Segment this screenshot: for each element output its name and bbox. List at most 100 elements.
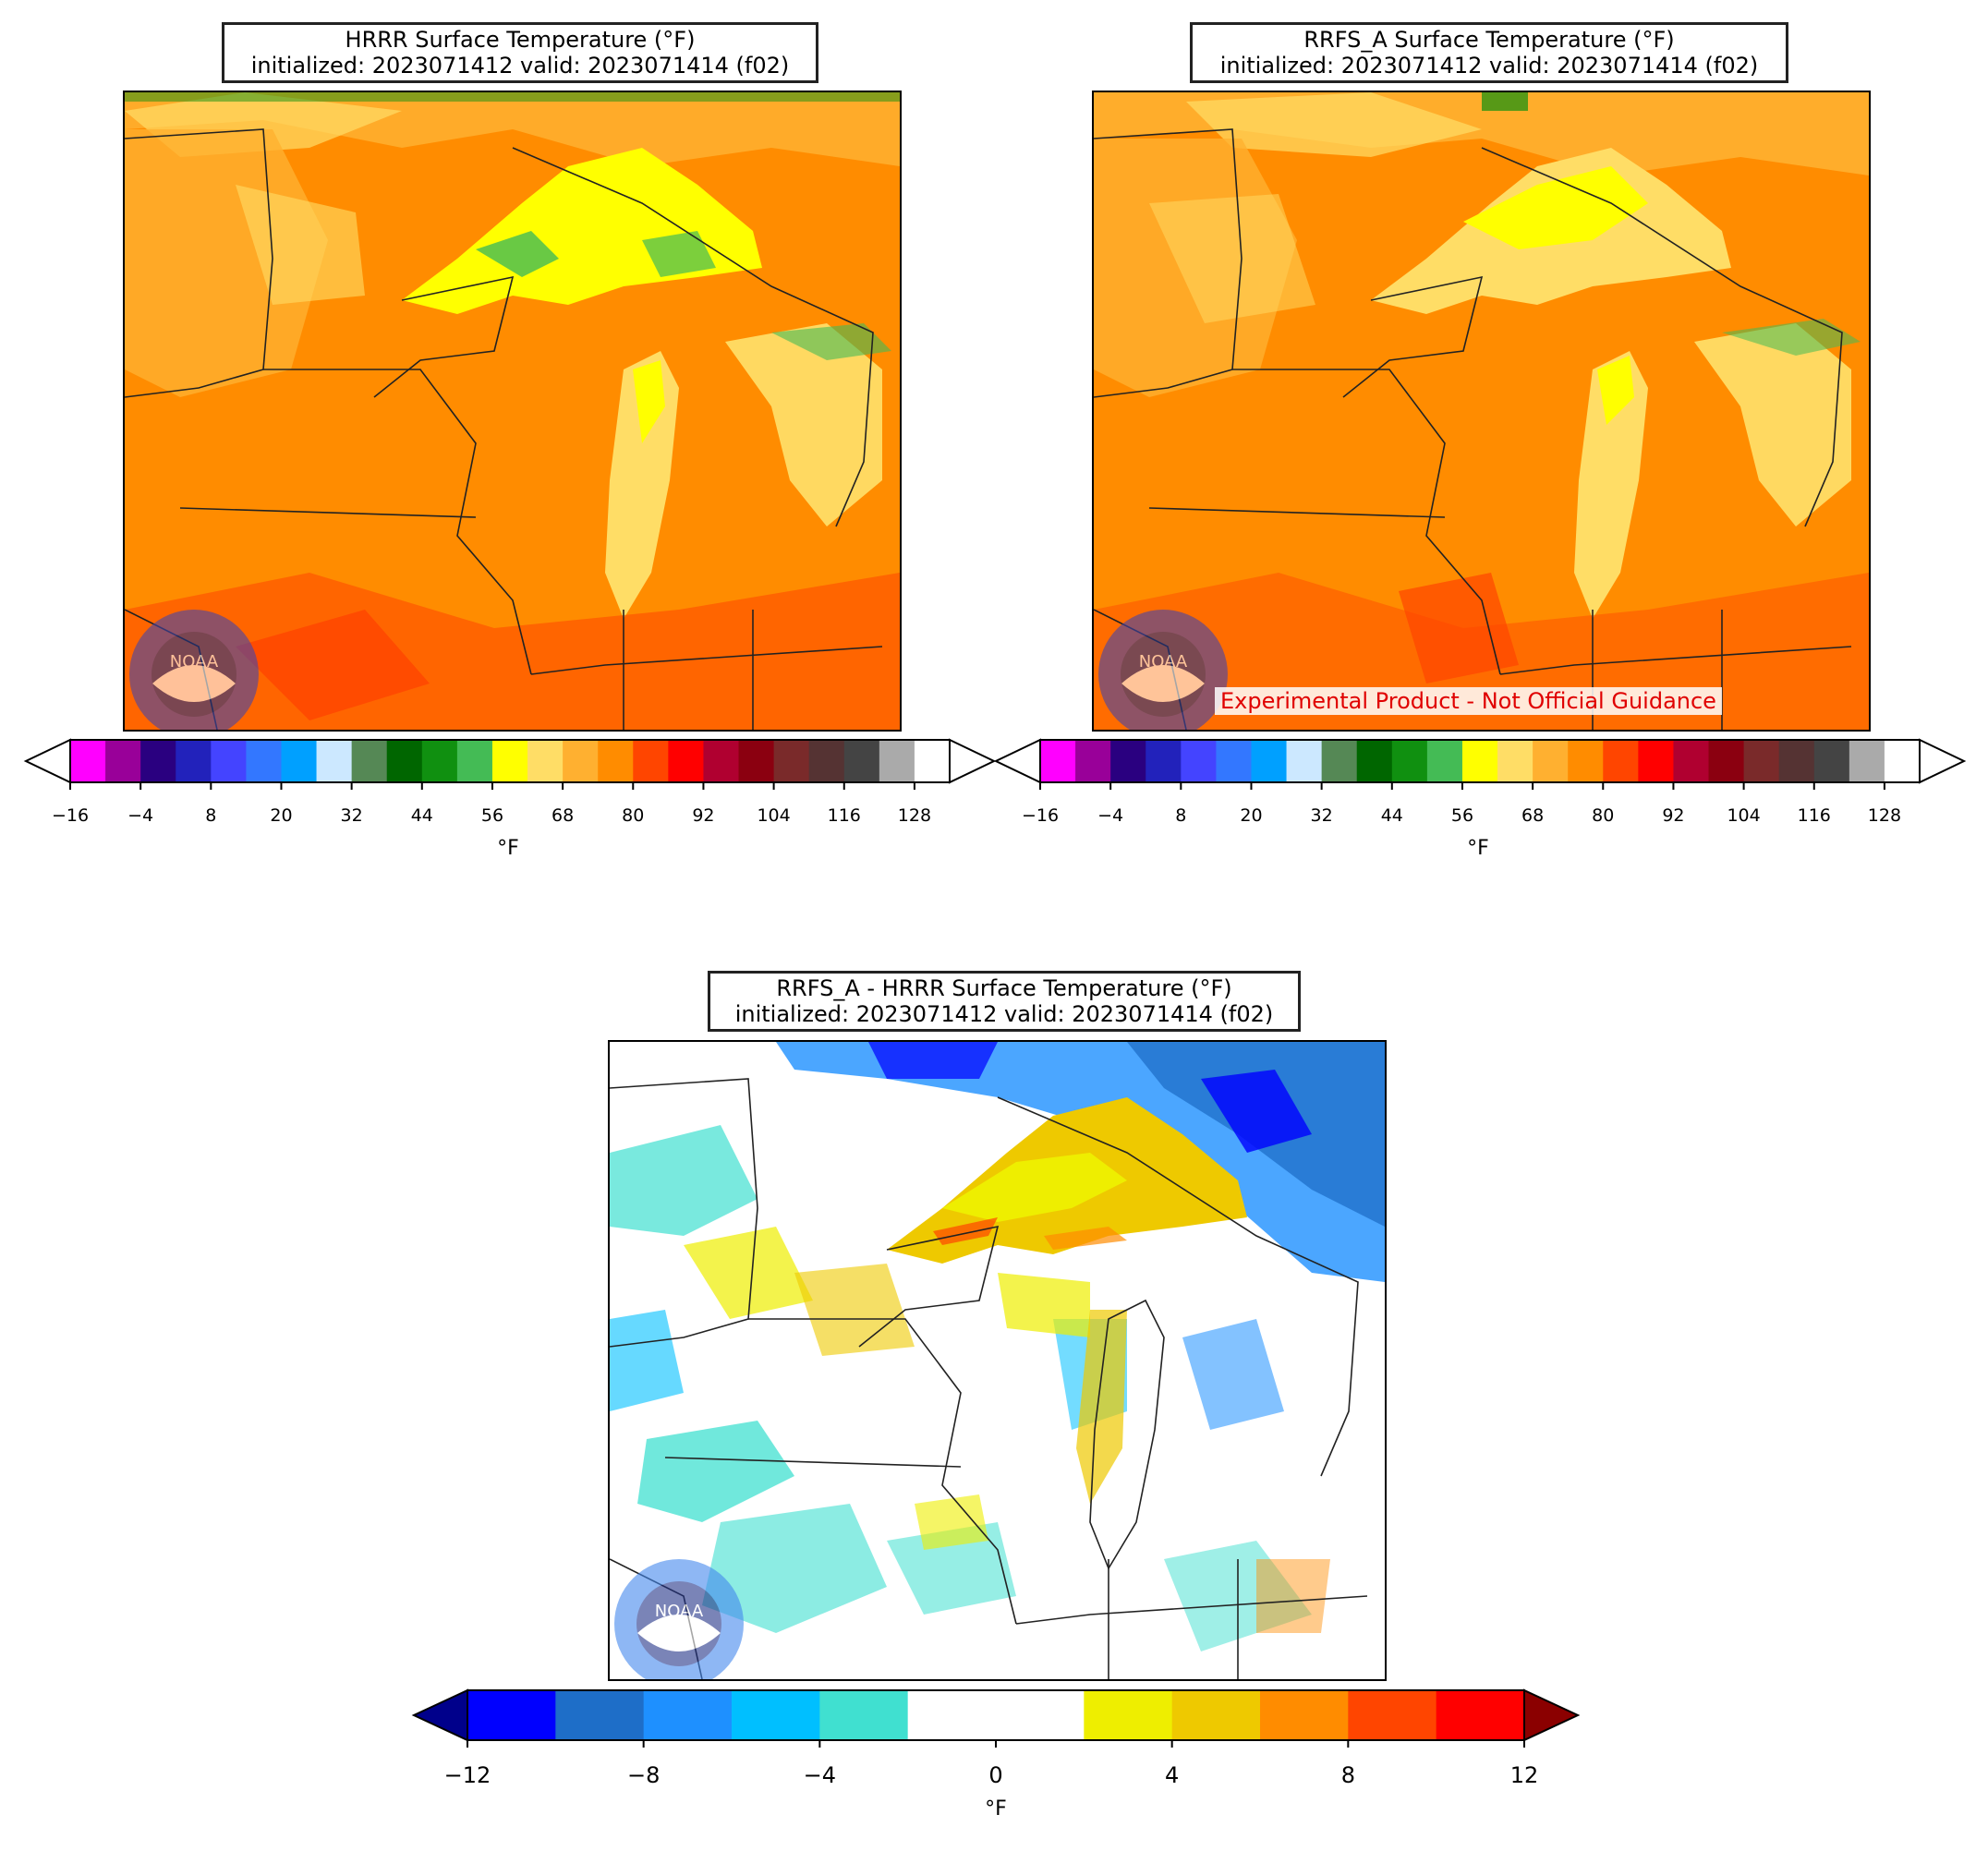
rrfs-title-line2: initialized: 2023071412 valid: 202307141… [1219, 53, 1759, 79]
rrfs-colorbar-tick-label: 92 [1662, 805, 1685, 826]
rrfs-colorbar-bin [1533, 740, 1569, 782]
hrrr-colorbar-bin [668, 740, 704, 782]
hrrr-colorbar-unit: °F [497, 837, 519, 860]
rrfs-colorbar-bin [1110, 740, 1146, 782]
rrfs-colorbar-bin [1391, 740, 1428, 782]
rrfs-title-box: RRFS_A Surface Temperature (°F) initiali… [1190, 22, 1788, 83]
rrfs-colorbar-tick-label: 32 [1310, 805, 1333, 826]
hrrr-colorbar-tick-label: 56 [480, 805, 504, 826]
diff-temperature-map: NOAA [608, 1040, 1387, 1681]
hrrr-colorbar-bin [456, 740, 493, 782]
rrfs-colorbar-bin [1673, 740, 1710, 782]
rrfs-colorbar-tick-label: 128 [1867, 805, 1902, 826]
rrfs-colorbar-bin [1813, 740, 1850, 782]
hrrr-noaa-logo-text: NOAA [170, 652, 219, 671]
diff-colorbar-tick-label: 8 [1340, 1762, 1355, 1788]
rrfs-temperature-map: NOAA [1092, 91, 1871, 732]
hrrr-title-line2: initialized: 2023071412 valid: 202307141… [250, 53, 790, 79]
hrrr-colorbar-bin [598, 740, 634, 782]
rrfs-colorbar-bin [1321, 740, 1358, 782]
diff-colorbar-tick-label: 12 [1509, 1762, 1539, 1788]
hrrr-title-line1: HRRR Surface Temperature (°F) [345, 27, 696, 53]
diff-colorbar-tick-label: 0 [988, 1762, 1003, 1788]
hrrr-colorbar-bin [105, 740, 141, 782]
rrfs-colorbar-bin [1461, 740, 1498, 782]
hrrr-colorbar-bin [421, 740, 458, 782]
diff-colorbar-tick-label: −12 [443, 1762, 491, 1788]
rrfs-noaa-logo-text: NOAA [1139, 652, 1188, 671]
diff-noaa-logo-text: NOAA [655, 1602, 704, 1621]
diff-colorbar-over-arrow [1523, 1688, 1581, 1742]
diff-colorbar-unit: °F [985, 1797, 1007, 1821]
rrfs-colorbar-bin [1251, 740, 1288, 782]
hrrr-colorbar-bin [281, 740, 318, 782]
rrfs-colorbar-bin [1181, 740, 1217, 782]
rrfs-colorbar-tick-label: −4 [1097, 805, 1124, 826]
rrfs-colorbar-tick-label: 20 [1240, 805, 1263, 826]
rrfs-colorbar-tick-label: −16 [1021, 805, 1060, 826]
hrrr-colorbar-bin [703, 740, 740, 782]
diff-colorbar-tick-label: −4 [803, 1762, 837, 1788]
rrfs-colorbar-bin [1568, 740, 1604, 782]
hrrr-colorbar-tick-label: 32 [340, 805, 363, 826]
hrrr-colorbar-tick-label: 116 [827, 805, 861, 826]
hrrr-colorbar-tick-label: 20 [270, 805, 293, 826]
rrfs-colorbar-unit: °F [1467, 837, 1489, 860]
hrrr-colorbar-tick-label: 80 [622, 805, 645, 826]
hrrr-colorbar-bin [246, 740, 282, 782]
diff-title-line1: RRFS_A - HRRR Surface Temperature (°F) [776, 975, 1232, 1001]
diff-colorbar-bin [1436, 1690, 1525, 1740]
diff-colorbar-bin [1171, 1690, 1261, 1740]
rrfs-colorbar-tick-label: 68 [1521, 805, 1545, 826]
hrrr-colorbar-bin [140, 740, 176, 782]
hrrr-colorbar-bin [491, 740, 528, 782]
hrrr-colorbar-bin [386, 740, 423, 782]
rrfs-colorbar-bin [1638, 740, 1674, 782]
hrrr-colorbar [23, 736, 997, 792]
rrfs-colorbar-tick-label: 80 [1592, 805, 1615, 826]
diff-colorbar-under-arrow [411, 1688, 468, 1742]
rrfs-colorbar-bin [1603, 740, 1639, 782]
hrrr-colorbar-bin [879, 740, 915, 782]
hrrr-colorbar-tick-label: −16 [51, 805, 90, 826]
rrfs-colorbar-under-arrow [993, 738, 1041, 784]
diff-colorbar-bin [1084, 1690, 1173, 1740]
rrfs-colorbar-bin [1356, 740, 1393, 782]
diff-colorbar-bin [819, 1690, 909, 1740]
diff-colorbar-bin [467, 1690, 556, 1740]
diff-colorbar-bin [1260, 1690, 1349, 1740]
hrrr-colorbar-ticks: −16 −4 8 20 32 44 56 68 80 92 104 116 128 [26, 805, 994, 833]
diff-colorbar-bin [643, 1690, 733, 1740]
diff-colorbar-ticks: −12 −8 −4 0 4 8 12 [414, 1762, 1578, 1794]
experimental-product-notice: Experimental Product - Not Official Guid… [1215, 687, 1722, 715]
diff-title-box: RRFS_A - HRRR Surface Temperature (°F) i… [708, 971, 1301, 1032]
rrfs-colorbar-tick-label: 116 [1797, 805, 1831, 826]
rrfs-colorbar-tick-label: 44 [1380, 805, 1403, 826]
rrfs-colorbar-tick-label: 56 [1450, 805, 1474, 826]
rrfs-colorbar-bin [1884, 740, 1921, 782]
diff-title-line2: initialized: 2023071412 valid: 202307141… [734, 1001, 1274, 1027]
hrrr-title-box: HRRR Surface Temperature (°F) initialize… [222, 22, 818, 83]
hrrr-colorbar-tick-label: 44 [410, 805, 433, 826]
diff-colorbar [411, 1687, 1581, 1748]
rrfs-colorbar-bin [1743, 740, 1780, 782]
hrrr-colorbar-bin [738, 740, 775, 782]
rrfs-colorbar-bin [1075, 740, 1111, 782]
rrfs-colorbar-bin [1146, 740, 1182, 782]
diff-colorbar-tick-label: 4 [1165, 1762, 1180, 1788]
hrrr-colorbar-bin [633, 740, 669, 782]
diff-colorbar-tick-label: −8 [626, 1762, 661, 1788]
diff-colorbar-bin [907, 1690, 997, 1740]
hrrr-colorbar-bin [808, 740, 845, 782]
hrrr-colorbar-tick-label: −4 [127, 805, 154, 826]
rrfs-colorbar-bin [1426, 740, 1463, 782]
hrrr-colorbar-bin [70, 740, 106, 782]
rrfs-colorbar-bin [1040, 740, 1076, 782]
rrfs-colorbar-bin [1286, 740, 1323, 782]
hrrr-colorbar-bin [843, 740, 880, 782]
diff-colorbar-bin [1348, 1690, 1437, 1740]
rrfs-colorbar-ticks: −16 −4 8 20 32 44 56 68 80 92 104 116 128 [996, 805, 1964, 833]
hrrr-colorbar-tick-label: 128 [897, 805, 932, 826]
rrfs-colorbar-bin [1497, 740, 1533, 782]
rrfs-colorbar-bin [1778, 740, 1815, 782]
